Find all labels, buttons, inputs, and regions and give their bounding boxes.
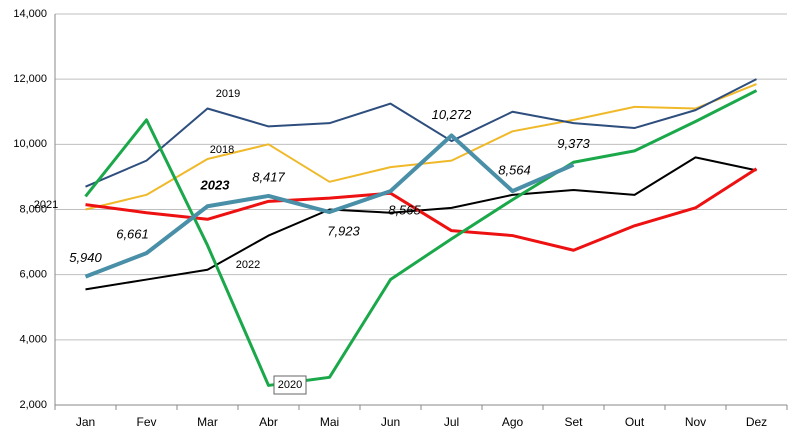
data-label: 8,417	[252, 169, 285, 184]
series-label: 2022	[236, 259, 260, 271]
series-label: 2021	[34, 199, 58, 211]
x-tick-label: Jun	[381, 415, 400, 429]
series-line	[85, 83, 757, 211]
x-tick-label: Nov	[685, 415, 706, 429]
series-label: 2020	[278, 379, 302, 391]
data-label: 5,940	[69, 250, 102, 265]
y-tick-label: 14,000	[13, 8, 47, 20]
x-tick-label: Mar	[197, 415, 218, 429]
x-tick-label: Mai	[320, 415, 339, 429]
y-tick-label: 12,000	[13, 73, 47, 85]
series-line	[85, 78, 757, 188]
y-tick-label: 10,000	[13, 138, 47, 150]
y-tick-label: 6,000	[19, 269, 47, 281]
series-label: 2023	[200, 177, 231, 192]
x-tick-label: Jul	[444, 415, 459, 429]
y-tick-label: 4,000	[19, 334, 47, 346]
data-label: 8,564	[498, 163, 531, 178]
series-line	[84, 133, 575, 279]
series-label: 2018	[210, 144, 234, 156]
data-label: 6,661	[116, 227, 149, 242]
data-label: 8,565	[388, 203, 421, 218]
data-label: 9,373	[557, 136, 590, 151]
x-tick-label: Ago	[502, 415, 524, 429]
label-box	[273, 375, 307, 395]
x-tick-label: Dez	[746, 415, 767, 429]
x-tick-label: Out	[625, 415, 645, 429]
series-line	[84, 89, 758, 387]
series-label: 2019	[216, 88, 240, 100]
y-tick-label: 8,000	[19, 203, 47, 215]
series-line	[85, 167, 758, 252]
x-tick-label: Fev	[136, 415, 156, 429]
x-tick-label: Abr	[259, 415, 278, 429]
data-label: 7,923	[327, 223, 360, 238]
data-label: 10,272	[432, 107, 473, 122]
x-tick-label: Set	[564, 415, 583, 429]
y-tick-label: 2,000	[19, 399, 47, 411]
x-tick-label: Jan	[76, 415, 95, 429]
